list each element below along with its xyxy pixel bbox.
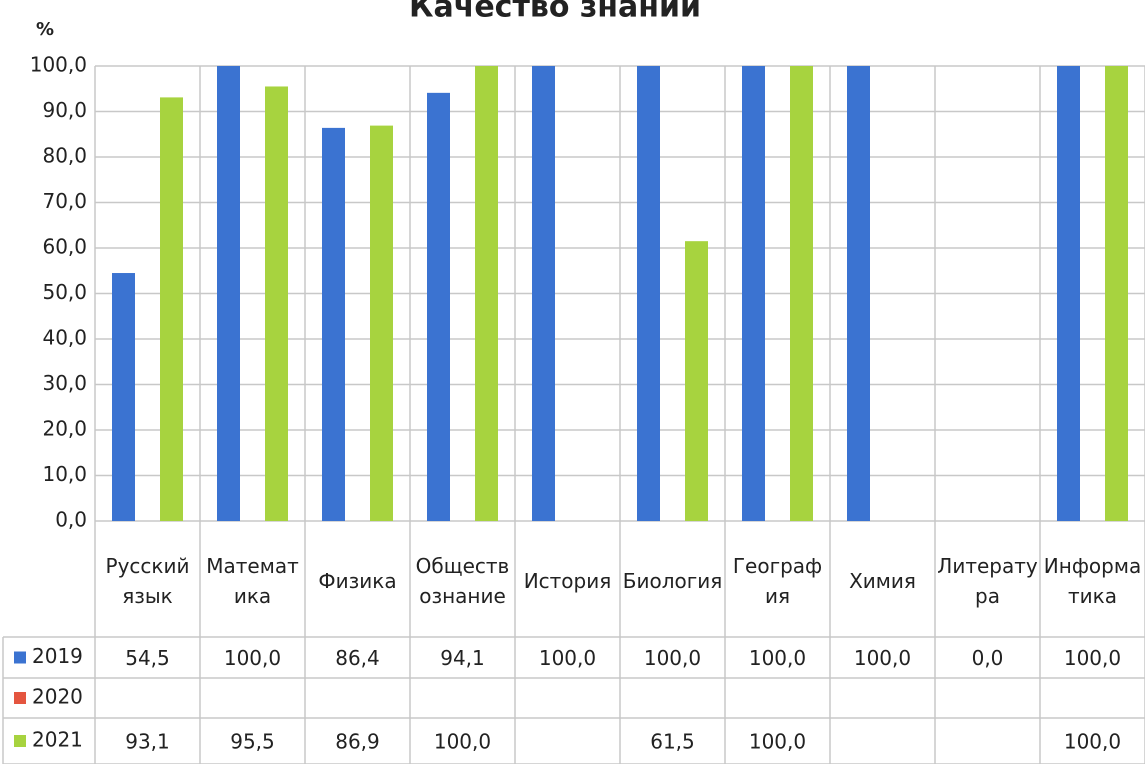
bar bbox=[1105, 66, 1128, 521]
bar bbox=[790, 66, 813, 521]
bar bbox=[847, 66, 870, 521]
bar bbox=[217, 66, 240, 521]
bar bbox=[1057, 66, 1080, 521]
x-tick-label: Химия bbox=[849, 569, 916, 593]
y-axis-label: % bbox=[36, 19, 54, 40]
y-tick-label: 50,0 bbox=[42, 280, 87, 304]
chart-title: Качество знаний bbox=[409, 0, 701, 25]
legend-label: 2019 bbox=[32, 644, 83, 668]
y-tick-label: 0,0 bbox=[55, 508, 87, 532]
bar bbox=[370, 125, 393, 521]
table-value: 94,1 bbox=[440, 646, 485, 670]
table-value: 100,0 bbox=[1064, 646, 1121, 670]
table-value: 100,0 bbox=[434, 730, 491, 754]
table-value: 100,0 bbox=[749, 730, 806, 754]
bar bbox=[427, 92, 450, 521]
table-value: 100,0 bbox=[644, 646, 701, 670]
table-value: 100,0 bbox=[854, 646, 911, 670]
x-tick-label: Русский язык bbox=[105, 554, 190, 608]
y-tick-label: 70,0 bbox=[42, 189, 87, 213]
y-tick-label: 40,0 bbox=[42, 326, 87, 350]
table-value: 95,5 bbox=[230, 730, 275, 754]
y-tick-label: 30,0 bbox=[42, 371, 87, 395]
x-tick-label: История bbox=[523, 569, 612, 593]
bar bbox=[637, 66, 660, 521]
y-tick-label: 20,0 bbox=[42, 417, 87, 441]
x-tick-label: Обществознание bbox=[415, 554, 510, 608]
legend-swatch bbox=[14, 692, 26, 704]
bar bbox=[265, 86, 288, 521]
legend-swatch bbox=[14, 651, 26, 664]
table-value: 100,0 bbox=[1064, 730, 1121, 754]
bar bbox=[160, 97, 183, 522]
table-value: 100,0 bbox=[539, 646, 596, 670]
table-value: 93,1 bbox=[125, 730, 170, 754]
y-tick-label: 10,0 bbox=[42, 462, 87, 486]
table-value: 61,5 bbox=[650, 730, 695, 754]
table-value: 100,0 bbox=[749, 646, 806, 670]
y-tick-label: 90,0 bbox=[42, 98, 87, 122]
bar bbox=[532, 66, 555, 521]
x-tick-label: Литература bbox=[937, 554, 1038, 608]
table-value: 86,4 bbox=[335, 646, 380, 670]
bar bbox=[322, 127, 345, 521]
table-value: 54,5 bbox=[125, 646, 170, 670]
x-tick-label: Математика bbox=[206, 554, 299, 608]
table-value: 86,9 bbox=[335, 730, 380, 754]
table-value: 100,0 bbox=[224, 646, 281, 670]
x-tick-label: География bbox=[732, 554, 823, 608]
x-tick-label: Физика bbox=[318, 569, 397, 593]
y-tick-label: 60,0 bbox=[42, 235, 87, 259]
table-value: 0,0 bbox=[972, 646, 1004, 670]
bar bbox=[742, 66, 765, 521]
legend-swatch bbox=[14, 735, 26, 747]
y-tick-label: 100,0 bbox=[30, 53, 87, 77]
legend-label: 2021 bbox=[32, 728, 83, 752]
y-tick-label: 80,0 bbox=[42, 144, 87, 168]
legend-label: 2020 bbox=[32, 685, 83, 709]
bar bbox=[475, 66, 498, 521]
bar bbox=[685, 241, 708, 522]
x-tick-label: Информатика bbox=[1043, 554, 1142, 608]
bar bbox=[112, 273, 135, 521]
x-tick-label: Биология bbox=[622, 569, 723, 593]
